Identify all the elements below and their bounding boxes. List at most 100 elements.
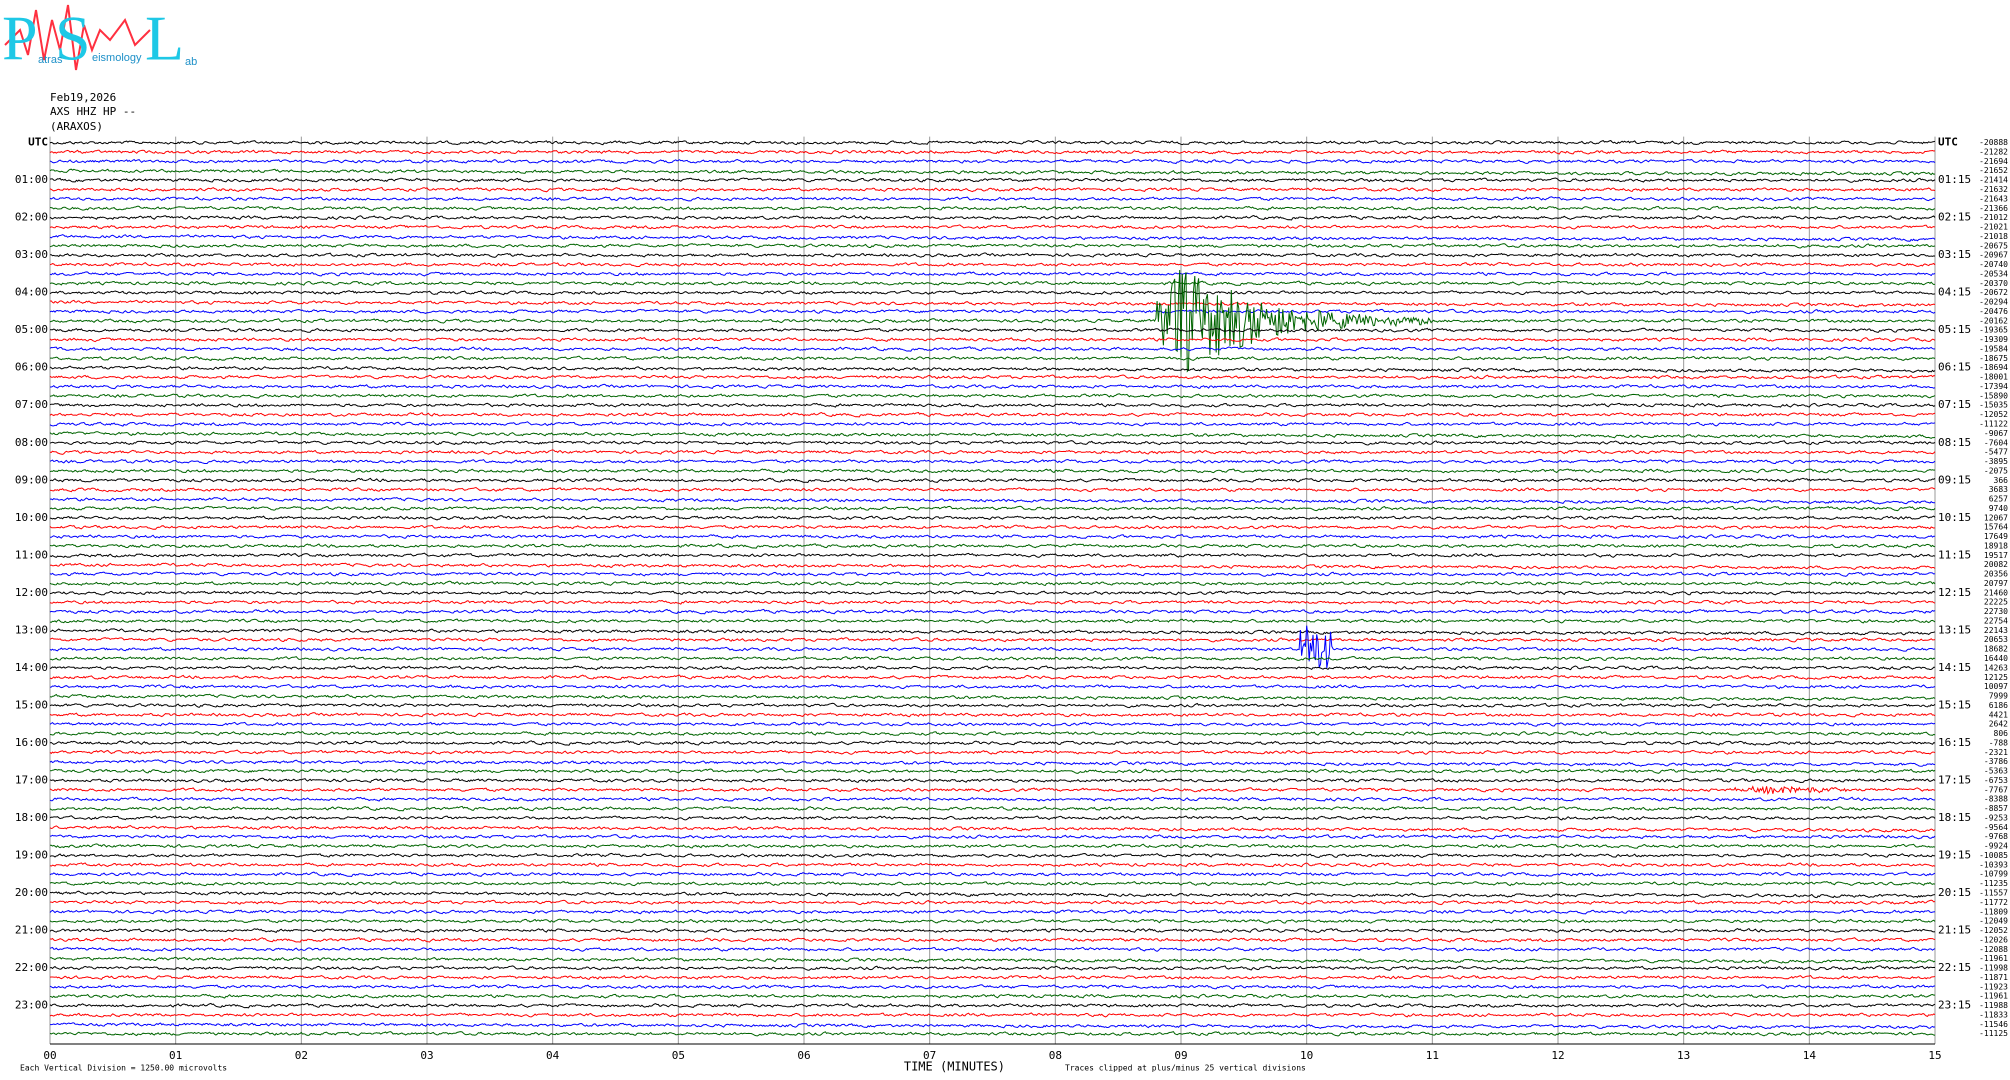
left-time-label: 22:00 [15, 961, 48, 974]
trace [49, 608, 1936, 615]
trace-offset: -21018 [1979, 232, 2008, 241]
trace-offset: -20675 [1979, 241, 2008, 250]
date: Feb19,2026 [50, 91, 116, 104]
trace [49, 449, 1936, 455]
trace [49, 805, 1936, 812]
trace-offset: -9564 [1984, 823, 2008, 832]
right-time-label: 13:15 [1938, 623, 1971, 636]
trace-offset: -11772 [1979, 898, 2008, 907]
x-tick-label: 15 [1928, 1049, 1941, 1062]
trace [49, 571, 1936, 577]
trace [49, 693, 1936, 702]
right-time-label: 12:15 [1938, 586, 1971, 599]
trace-offset: -11988 [1979, 1001, 2008, 1010]
trace-offset: -3786 [1984, 757, 2008, 766]
trace [49, 505, 1936, 512]
trace [49, 628, 1936, 636]
left-time-label: 08:00 [15, 436, 48, 449]
trace-offset: -20162 [1979, 316, 2008, 325]
trace [49, 271, 1936, 277]
logo-letter: L [145, 3, 184, 74]
trace [49, 308, 1936, 315]
trace [49, 402, 1936, 408]
trace-offset: 7999 [1989, 692, 2008, 701]
trace-offset: 2642 [1989, 720, 2008, 729]
right-time-label: 20:15 [1938, 886, 1971, 899]
trace-offset: -9768 [1984, 832, 2008, 841]
trace-offset: 22754 [1984, 616, 2008, 625]
trace [49, 993, 1935, 999]
trace-offset: -11998 [1979, 964, 2008, 973]
trace-offset: -20740 [1979, 260, 2008, 269]
trace [49, 862, 1936, 868]
trace-offset: -11833 [1979, 1010, 2008, 1019]
trace [49, 834, 1936, 840]
trace [49, 768, 1936, 774]
trace [49, 440, 1936, 446]
trace [49, 458, 1936, 465]
trace-offset: -9067 [1984, 429, 2008, 438]
trace-offset: 20653 [1984, 635, 2008, 644]
trace [49, 852, 1936, 859]
trace-offset: 20797 [1984, 579, 2008, 588]
trace-offset: -11923 [1979, 982, 2008, 991]
x-tick-label: 13 [1677, 1049, 1690, 1062]
right-time-label: 16:15 [1938, 736, 1971, 749]
x-tick-label: 10 [1300, 1049, 1313, 1062]
trace [49, 477, 1936, 484]
trace-offset: -6753 [1984, 776, 2008, 785]
trace [49, 177, 1936, 183]
trace [49, 431, 1936, 439]
trace-offset: -9253 [1984, 813, 2008, 822]
trace-offset: 3683 [1989, 485, 2008, 494]
trace-offset: -11871 [1979, 973, 2008, 982]
right-time-label: 11:15 [1938, 548, 1971, 561]
trace [49, 665, 1935, 671]
x-tick-label: 03 [420, 1049, 433, 1062]
left-time-label: 04:00 [15, 286, 48, 299]
right-time-label: 19:15 [1938, 848, 1971, 861]
right-time-label: 05:15 [1938, 323, 1971, 336]
left-time-label: 19:00 [15, 848, 48, 861]
trace-offset: 366 [1994, 476, 2009, 485]
trace-offset: -17394 [1979, 382, 2008, 391]
trace [49, 196, 1936, 202]
trace-offset: 12067 [1984, 513, 2008, 522]
trace [49, 1012, 1936, 1018]
trace [49, 946, 1936, 952]
trace-offset: -10085 [1979, 851, 2008, 860]
trace-offset: 6257 [1989, 495, 2008, 504]
trace [49, 1030, 1936, 1037]
left-time-label: 18:00 [15, 811, 48, 824]
trace [50, 534, 1935, 540]
trace [49, 140, 1936, 146]
x-tick-label: 00 [43, 1049, 56, 1062]
trace-offset: -20967 [1979, 251, 2008, 260]
left-time-label: 20:00 [15, 886, 48, 899]
left-time-label: 03:00 [15, 248, 48, 261]
right-time-label: 09:15 [1938, 473, 1971, 486]
trace-offset: -20476 [1979, 307, 2008, 316]
station: (ARAXOS) [50, 120, 103, 133]
trace [49, 524, 1936, 530]
trace [49, 168, 1936, 177]
trace-offset: -20294 [1979, 298, 2008, 307]
trace-offset: -15890 [1979, 391, 2008, 400]
trace-offset: 4421 [1989, 710, 2008, 719]
trace-offset: -21643 [1979, 194, 2008, 203]
logo-word: ab [185, 56, 197, 68]
trace [49, 721, 1936, 727]
trace-offset: -11122 [1979, 420, 2008, 429]
left-time-label: 14:00 [15, 661, 48, 674]
trace [49, 374, 1936, 380]
trace [49, 497, 1936, 505]
x-tick-label: 05 [672, 1049, 685, 1062]
trace-offset: 18918 [1984, 541, 2008, 550]
trace [49, 618, 1936, 624]
trace-offset: -788 [1989, 738, 2008, 747]
trace [50, 355, 1936, 361]
left-time-label: 09:00 [15, 473, 48, 486]
trace-offset: -20672 [1979, 288, 2008, 297]
trace [49, 468, 1936, 474]
trace-offset: 14263 [1984, 663, 2008, 672]
